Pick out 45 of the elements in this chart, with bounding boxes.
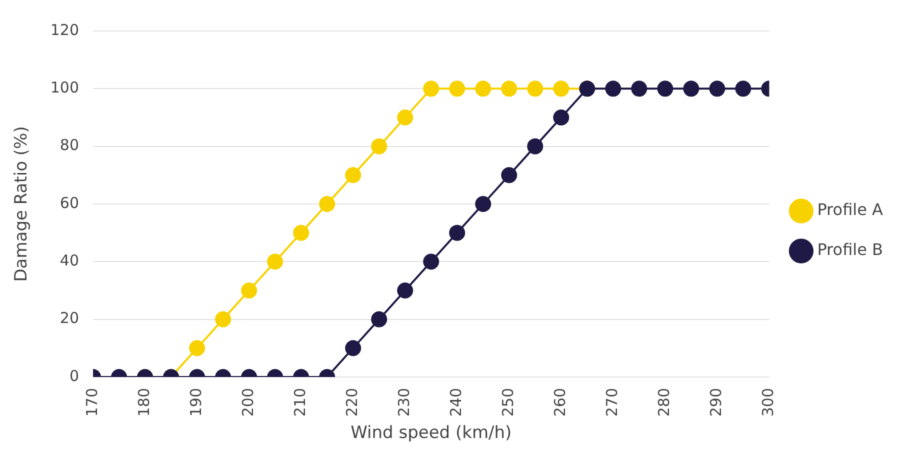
x-tick-label: 280 [655,388,674,417]
point [631,80,648,97]
x-tick-label: 180 [134,388,153,417]
x-tick-label: 260 [551,388,570,417]
x-tick-label: 290 [707,388,726,417]
legend-label: Profile A [817,200,884,220]
point [475,80,492,97]
y-tick-label: 40 [60,252,80,270]
x-axis-title: Wind speed (km/h) [350,423,512,444]
y-axis-title: Damage Ratio (%) [12,126,32,282]
point [553,80,570,97]
y-tick-label: 80 [60,136,80,154]
point [527,80,544,97]
point [345,167,362,184]
x-tick-label: 270 [603,388,622,417]
point [527,138,544,154]
x-tick-label: 220 [342,388,361,417]
point [735,80,752,97]
point [397,109,414,126]
x-tick-label: 170 [82,388,101,417]
point [475,196,492,212]
point [319,196,336,212]
point [371,138,388,154]
point [501,80,518,97]
point [449,80,466,97]
x-tick-label: 250 [499,388,518,417]
x-tick-label: 200 [238,388,257,417]
y-tick-label: 20 [60,309,80,328]
y-tick-label: 0 [69,366,80,385]
y-tick-label: 120 [50,20,80,39]
point [553,109,570,126]
legend-label: Profile B [817,240,883,260]
point [605,80,622,97]
x-tick-label: 230 [394,388,413,417]
x-tick-label: 300 [759,388,778,417]
point [501,167,518,184]
point [683,80,700,97]
x-tick-label: 240 [447,388,466,417]
x-tick-label: 210 [290,388,309,417]
y-tick-label: 60 [60,194,80,212]
y-tick-label: 100 [50,78,80,97]
x-tick-label: 190 [186,388,205,417]
point [657,80,674,97]
point [709,80,726,97]
point [423,80,440,97]
